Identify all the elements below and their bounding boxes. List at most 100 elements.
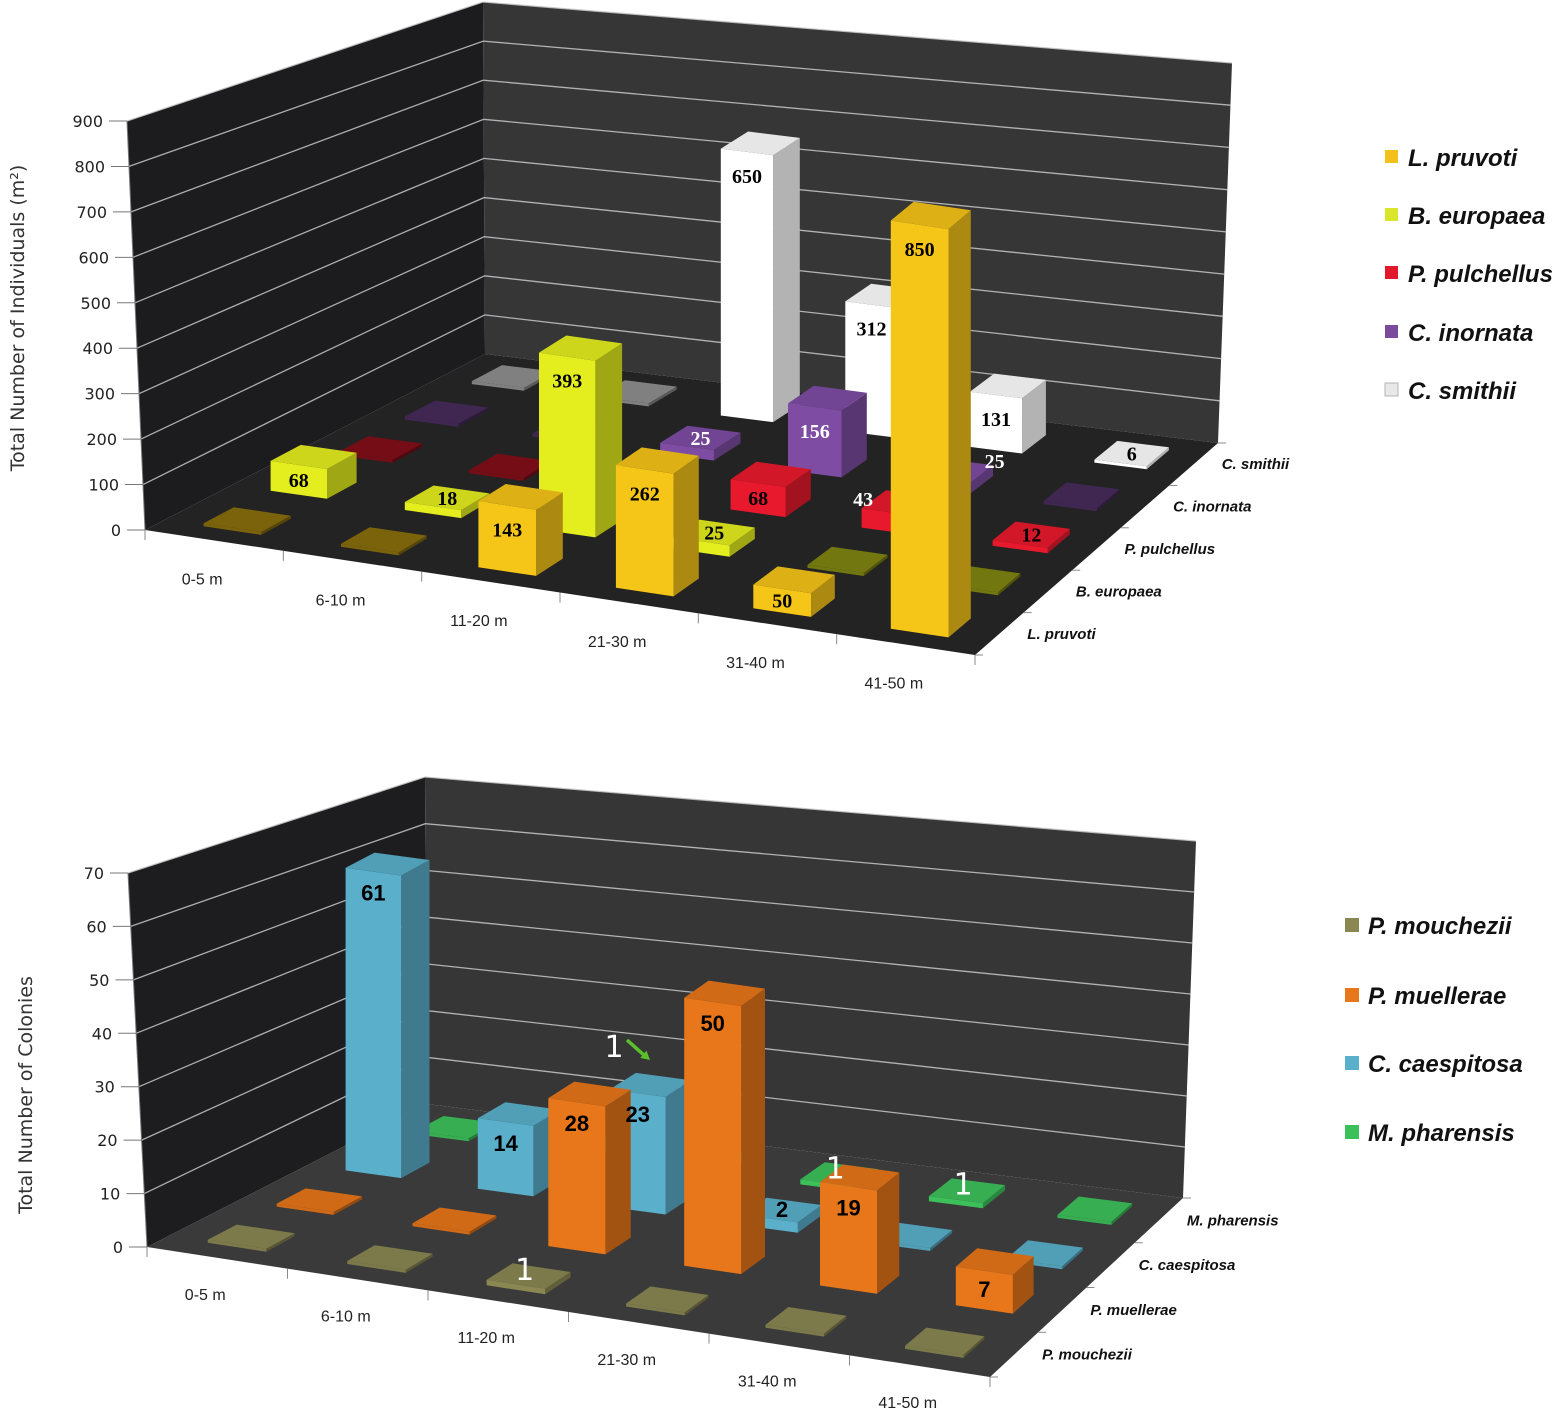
gridline bbox=[127, 776, 1197, 874]
data-label: 61 bbox=[361, 881, 385, 906]
bar-side-face bbox=[841, 392, 867, 478]
x-category-label: 6-10 m bbox=[316, 592, 366, 609]
annotation-callout: 1 bbox=[604, 1030, 650, 1065]
bar-side-face bbox=[595, 343, 623, 538]
bottom-chart: 0 10 20 30 40 50 60 70 0-5 m 6-10 m 11-20 m 21-30 m… bbox=[15, 776, 1523, 1412]
gridline bbox=[138, 236, 1223, 395]
x-category-label: 11-20 m bbox=[457, 1330, 515, 1347]
bar-top-face bbox=[730, 461, 811, 487]
legend-swatch-icon bbox=[1385, 325, 1398, 338]
bar-top-face bbox=[412, 1207, 497, 1232]
gridline bbox=[130, 823, 1195, 928]
bar-side-face bbox=[797, 1205, 822, 1233]
bar-front-face bbox=[890, 220, 949, 638]
bar-top-face bbox=[486, 1263, 571, 1289]
bar-side-face bbox=[405, 1253, 433, 1273]
bar-top-face bbox=[548, 1081, 631, 1107]
bar-l-pruvoti-31-40-m bbox=[753, 566, 835, 617]
legend-item-c-inornata: C. inornata bbox=[1385, 320, 1533, 347]
bar-side-face bbox=[401, 860, 430, 1179]
data-label: 143 bbox=[492, 519, 522, 541]
bar-c-smithii-41-50-m bbox=[1094, 440, 1169, 470]
y-tick-label: 10 bbox=[100, 1185, 120, 1204]
series-axis: L. pruvoti B. europaea P. pulchellus C. ino… bbox=[975, 442, 1290, 656]
bar-top-face bbox=[477, 1102, 561, 1126]
bar-top-face bbox=[753, 566, 835, 594]
legend-swatch-icon bbox=[1385, 150, 1398, 163]
bar-side-face bbox=[545, 1272, 571, 1295]
gridline bbox=[132, 118, 1228, 258]
data-label: 393 bbox=[552, 371, 582, 393]
bar-side-face bbox=[684, 1295, 709, 1316]
data-labels: 1 1 61 14 23 2 28 50 19 7 1 bbox=[361, 881, 990, 1302]
legend-label: P. pulchellus bbox=[1408, 261, 1553, 288]
bar-top-face bbox=[337, 436, 423, 460]
series-axis-label: L. pruvoti bbox=[1027, 626, 1096, 643]
legend-item-c-smithii: C. smithii bbox=[1384, 378, 1517, 405]
x-category-label: 0-5 m bbox=[182, 571, 223, 588]
series-axis: P. mouchezii P. muellerae C. caespitosa M. … bbox=[990, 1197, 1279, 1378]
series-axis-label: B. europaea bbox=[1076, 583, 1162, 600]
bar-top-face bbox=[539, 335, 623, 361]
gridline bbox=[136, 196, 1225, 349]
series-axis-label: C. inornata bbox=[1173, 499, 1251, 516]
annotation-label: 1 bbox=[604, 1030, 623, 1065]
bar-c-smithii-31-40-m bbox=[969, 373, 1046, 454]
y-axis: 0 10 20 30 40 50 60 70 bbox=[84, 864, 148, 1257]
data-label: 12 bbox=[1021, 525, 1041, 547]
data-label: 312 bbox=[856, 319, 886, 341]
data-label: 25 bbox=[704, 522, 724, 544]
data-label: 7 bbox=[978, 1277, 990, 1302]
series-axis-label: P. mouchezii bbox=[1042, 1347, 1133, 1364]
bar-side-face bbox=[877, 1172, 900, 1294]
bar-top-face bbox=[276, 1188, 363, 1212]
bar-front-face bbox=[753, 584, 812, 617]
bar-side-face bbox=[863, 554, 888, 576]
bar-c-inornata-41-50-m bbox=[1043, 482, 1120, 512]
bar-front-face bbox=[477, 1118, 534, 1197]
x-axis: 0-5 m 6-10 m 11-20 m 21-30 m 31-40 m 41-50 m bbox=[144, 530, 976, 693]
bar-front-face bbox=[730, 479, 786, 518]
legend-label: C. smithii bbox=[1408, 378, 1517, 405]
bar-side-face bbox=[327, 452, 357, 499]
top-chart: 0 100 200 300 400 500 600 700 800 900 0-5 m 6-10 m 1… bbox=[7, 1, 1553, 693]
bar-c-inornata-0-5-m bbox=[404, 400, 488, 427]
gridline bbox=[134, 157, 1226, 304]
bar-front-face bbox=[276, 1203, 334, 1215]
bar-p-pulchellus-41-50-m bbox=[992, 521, 1070, 554]
bar-side-face bbox=[982, 1185, 1006, 1209]
bar-b-europaea-0-5-m bbox=[270, 444, 357, 499]
legend-label: C. caespitosa bbox=[1368, 1051, 1523, 1078]
bar-front-face bbox=[478, 501, 537, 576]
bar-side-face bbox=[648, 386, 677, 407]
y-tick-label: 300 bbox=[84, 385, 115, 404]
bar-m-pharensis-31-40-m bbox=[928, 1178, 1006, 1209]
bar-side-face bbox=[824, 1315, 847, 1337]
bar-top-face bbox=[992, 521, 1070, 548]
bar-side-face bbox=[605, 1089, 631, 1255]
bar-side-face bbox=[1146, 447, 1169, 470]
bar-side-face bbox=[811, 574, 835, 617]
bar-side-face bbox=[266, 1233, 295, 1252]
gridline bbox=[130, 79, 1229, 213]
data-label: 1 bbox=[515, 1253, 534, 1288]
bar-front-face bbox=[486, 1279, 546, 1295]
bar-l-pruvoti-0-5-m bbox=[203, 507, 291, 535]
bars bbox=[207, 852, 1133, 1358]
bar-l-pruvoti-41-50-m bbox=[890, 201, 971, 638]
arrow-icon bbox=[625, 1038, 647, 1058]
series-axis-label: C. caespitosa bbox=[1139, 1257, 1236, 1274]
data-label: 19 bbox=[836, 1195, 860, 1220]
bar-top-face bbox=[1043, 482, 1120, 509]
left-wall bbox=[127, 2, 485, 530]
y-axis-line bbox=[126, 120, 146, 531]
bar-top-face bbox=[788, 385, 867, 411]
bar-top-face bbox=[270, 444, 357, 469]
legend-swatch-icon bbox=[1385, 266, 1398, 279]
bar-p-muellerae-11-20-m bbox=[548, 1081, 631, 1255]
bar-top-face bbox=[341, 527, 427, 553]
x-category-label: 0-5 m bbox=[185, 1287, 226, 1304]
bar-top-face bbox=[720, 131, 800, 156]
y-axis: 0 100 200 300 400 500 600 700 800 900 bbox=[72, 112, 146, 540]
bar-front-face bbox=[345, 867, 402, 1179]
